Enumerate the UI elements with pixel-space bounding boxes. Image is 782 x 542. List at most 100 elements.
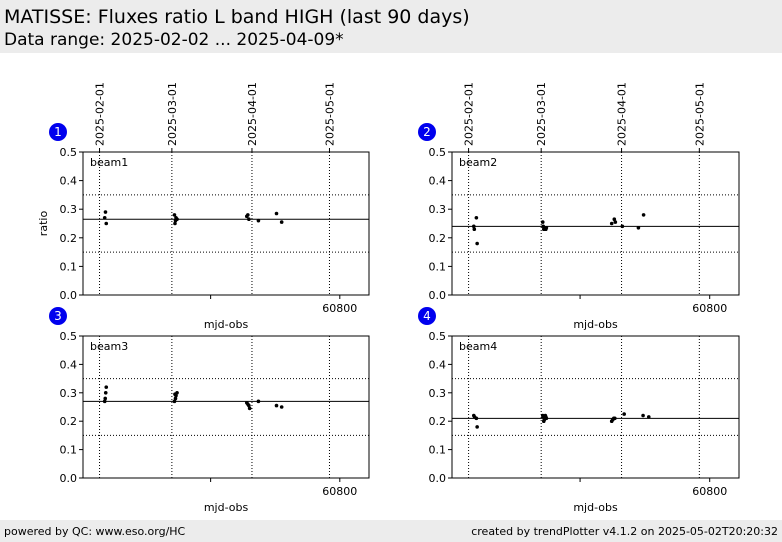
chart-panel-4: 0.0 0.1 0.2 0.3 0.4 0.5 60800 mjd-obs beam4 4 [418,307,740,514]
panel-number-badge [49,123,67,141]
data-point [247,217,251,222]
plot-frame [82,151,370,296]
data-point [472,227,477,232]
data-point [471,224,476,229]
chart-panel-2: 0.0 0.1 0.2 0.3 0.4 0.5 60800 2025-02-01 2025-03… [418,82,740,331]
data-point [173,221,177,226]
panel-number-badge [418,123,436,141]
plot-frame [451,151,740,296]
data-point [247,406,252,411]
data-point [641,213,646,217]
y-tick-label: 0.4 [60,175,78,188]
data-point [475,241,479,246]
data-point [104,221,109,226]
data-point [103,396,108,401]
x-tick-label: 60800 [692,485,727,498]
x-tick-label: 60800 [692,302,727,315]
data-point [613,416,617,421]
data-point [172,213,177,217]
date-tick-label: 2025-04-01 [616,82,629,146]
data-point [609,221,614,226]
data-point [540,220,545,224]
data-point [279,220,284,224]
y-tick-label: 0.1 [60,260,78,273]
y-tick-label: 0.4 [429,175,447,188]
y-tick-label: 0.4 [429,358,447,371]
x-axis-label: mjd-obs [573,318,618,331]
footer-credit: powered by QC: www.eso.org/HC [4,525,186,538]
y-tick-label: 0.4 [60,358,78,371]
data-point [173,396,178,401]
y-tick-label: 0.5 [429,146,447,159]
data-point [474,215,479,220]
data-point [102,215,107,220]
y-tick-label: 0.2 [429,232,447,245]
page-title: MATISSE: Fluxes ratio L band HIGH (last … [4,6,470,28]
data-point [620,224,625,229]
data-point [622,412,626,416]
y-tick-label: 0.3 [60,203,78,216]
data-point [613,220,618,224]
x-axis-label: mjd-obs [204,501,249,514]
data-point [641,413,645,418]
data-point [612,217,617,222]
chart-panel-3: 0.0 0.1 0.2 0.3 0.4 0.5 60800 mjd-obs beam3 3 [49,307,370,514]
page-header: MATISSE: Fluxes ratio L band HIGH (last … [0,0,782,53]
date-tick-label: 2025-05-01 [693,82,706,146]
data-point [102,399,107,404]
plot-frame [451,335,740,479]
y-tick-label: 0.0 [429,472,447,485]
panel-number-badge [418,307,436,325]
series-label: beam3 [90,340,128,353]
date-tick-label: 2025-04-01 [246,82,259,146]
data-point [646,415,651,419]
panel-number-label: 4 [423,309,431,323]
y-tick-label: 0.5 [429,330,447,343]
y-tick-label: 0.3 [60,387,78,400]
panel-number-label: 1 [54,125,62,139]
y-tick-label: 0.0 [429,289,447,302]
date-tick-label: 2025-05-01 [323,82,336,146]
data-point [475,425,479,429]
data-point [274,403,279,408]
y-axis-label: ratio [37,211,50,237]
series-label: beam4 [459,340,497,353]
date-tick-label: 2025-02-01 [463,82,476,146]
data-point [174,393,178,398]
y-tick-label: 0.3 [429,203,447,216]
y-tick-label: 0.2 [60,232,78,245]
x-axis-label: mjd-obs [204,318,249,331]
y-tick-label: 0.2 [429,415,447,428]
date-tick-label: 2025-03-01 [166,82,179,146]
x-tick-label: 60800 [322,302,357,315]
data-point [247,403,251,408]
y-tick-label: 0.2 [60,415,78,428]
x-tick-label: 60800 [322,485,357,498]
chart-panel-1: 0.0 0.1 0.2 0.3 0.4 0.5 60800 2025-02-01 2025-03… [37,82,370,331]
date-tick-label: 2025-02-01 [94,82,107,146]
y-tick-label: 0.1 [60,444,78,457]
plot-frame [82,335,370,479]
data-point [104,385,109,389]
x-axis-label: mjd-obs [573,501,618,514]
data-point [246,213,250,217]
y-tick-label: 0.0 [60,472,78,485]
data-point [103,391,108,395]
data-point [256,218,261,223]
date-tick-label: 2025-03-01 [535,82,548,146]
y-tick-label: 0.5 [60,146,78,159]
y-tick-label: 0.0 [60,289,78,302]
data-point [256,399,261,404]
series-label: beam1 [90,156,128,169]
page-footer: powered by QC: www.eso.org/HC created by… [0,520,782,542]
data-point [175,391,179,395]
panel-number-label: 3 [54,309,62,323]
series-label: beam2 [459,156,497,169]
data-point [474,416,479,421]
panel-number-badge [49,307,67,325]
panel-number-label: 2 [423,125,431,139]
y-tick-label: 0.1 [429,260,447,273]
data-point [544,225,549,230]
y-tick-label: 0.1 [429,444,447,457]
